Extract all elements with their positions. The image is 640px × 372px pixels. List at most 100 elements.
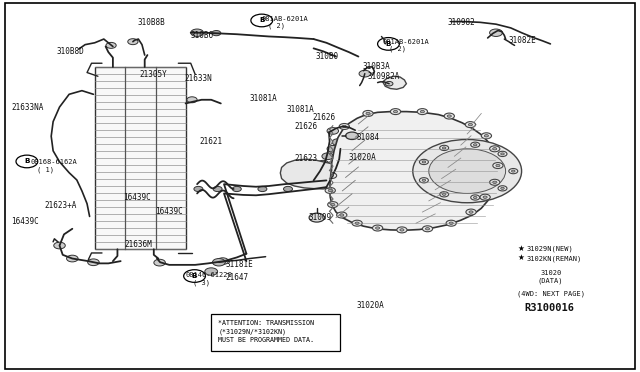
Circle shape xyxy=(359,70,371,77)
Circle shape xyxy=(480,194,490,200)
Circle shape xyxy=(88,259,99,266)
Circle shape xyxy=(444,113,454,119)
Polygon shape xyxy=(280,159,332,189)
Text: 31020A: 31020A xyxy=(349,153,376,162)
Text: 310B0: 310B0 xyxy=(316,52,339,61)
Circle shape xyxy=(496,164,500,167)
Text: 310B8B: 310B8B xyxy=(138,18,165,27)
Circle shape xyxy=(500,153,504,155)
Text: B: B xyxy=(386,41,391,47)
Circle shape xyxy=(422,179,426,181)
Circle shape xyxy=(191,29,204,36)
Circle shape xyxy=(466,209,476,215)
Text: 21647: 21647 xyxy=(225,273,248,282)
Circle shape xyxy=(442,147,446,149)
Circle shape xyxy=(328,202,338,208)
Text: ( 2): ( 2) xyxy=(268,23,285,29)
Circle shape xyxy=(493,181,497,183)
Circle shape xyxy=(184,270,205,282)
Circle shape xyxy=(481,133,492,139)
Text: 16439C: 16439C xyxy=(123,193,150,202)
Circle shape xyxy=(213,186,222,192)
Circle shape xyxy=(337,212,347,218)
Circle shape xyxy=(413,140,522,203)
Circle shape xyxy=(54,242,65,249)
Text: ★: ★ xyxy=(518,244,524,253)
Text: 16439C: 16439C xyxy=(12,217,39,226)
Circle shape xyxy=(372,225,383,231)
Text: ( 1): ( 1) xyxy=(37,166,54,173)
Text: 31181E: 31181E xyxy=(225,260,253,269)
Circle shape xyxy=(429,149,506,193)
Circle shape xyxy=(509,169,518,174)
Circle shape xyxy=(325,187,335,193)
Circle shape xyxy=(342,125,346,128)
Circle shape xyxy=(355,222,359,224)
Circle shape xyxy=(465,122,476,128)
Circle shape xyxy=(322,153,333,160)
Circle shape xyxy=(474,144,477,146)
Text: (DATA): (DATA) xyxy=(538,278,563,284)
Circle shape xyxy=(67,255,78,262)
Text: 31081A: 31081A xyxy=(287,105,314,114)
Circle shape xyxy=(352,220,362,226)
Text: 081AB-6201A: 081AB-6201A xyxy=(261,16,308,22)
Circle shape xyxy=(500,187,504,189)
Polygon shape xyxy=(383,76,406,89)
Circle shape xyxy=(471,142,480,147)
Text: ★: ★ xyxy=(518,253,524,262)
Text: 31081A: 31081A xyxy=(250,94,277,103)
Circle shape xyxy=(330,174,333,177)
Text: 21305Y: 21305Y xyxy=(140,70,167,79)
Circle shape xyxy=(366,112,370,115)
Text: 31084: 31084 xyxy=(356,133,380,142)
Circle shape xyxy=(394,110,397,113)
Polygon shape xyxy=(330,112,498,230)
Text: 31020A: 31020A xyxy=(356,301,384,310)
Text: 31020: 31020 xyxy=(541,270,562,276)
Circle shape xyxy=(284,186,292,192)
Text: 21621: 21621 xyxy=(200,137,223,146)
Circle shape xyxy=(446,220,456,226)
Text: 31009: 31009 xyxy=(308,213,332,222)
Circle shape xyxy=(326,173,337,179)
Text: 310B6: 310B6 xyxy=(191,31,214,40)
Circle shape xyxy=(484,135,488,137)
Text: ( 3): ( 3) xyxy=(193,279,211,286)
Circle shape xyxy=(327,128,339,134)
Circle shape xyxy=(205,268,218,275)
Circle shape xyxy=(422,226,433,232)
Circle shape xyxy=(469,211,473,213)
Circle shape xyxy=(16,155,38,168)
Text: 21623: 21623 xyxy=(294,154,317,163)
Circle shape xyxy=(442,193,446,195)
Circle shape xyxy=(474,196,477,199)
Text: 21626: 21626 xyxy=(294,122,317,131)
Circle shape xyxy=(422,161,426,163)
Circle shape xyxy=(232,186,241,192)
Text: B: B xyxy=(24,158,29,164)
Circle shape xyxy=(483,196,487,198)
Text: 08168-6162A: 08168-6162A xyxy=(31,159,77,165)
Circle shape xyxy=(400,229,404,231)
Text: 310982: 310982 xyxy=(448,18,476,27)
Circle shape xyxy=(490,146,500,152)
Circle shape xyxy=(212,31,221,36)
Circle shape xyxy=(385,81,393,86)
Circle shape xyxy=(468,124,472,126)
Text: B: B xyxy=(192,273,197,279)
Text: 21636M: 21636M xyxy=(125,240,152,249)
Text: 21633NA: 21633NA xyxy=(12,103,44,112)
Circle shape xyxy=(449,222,453,224)
Circle shape xyxy=(154,259,165,266)
Circle shape xyxy=(493,148,497,150)
Circle shape xyxy=(317,160,329,167)
Circle shape xyxy=(128,39,138,45)
FancyBboxPatch shape xyxy=(211,314,340,351)
Circle shape xyxy=(511,170,515,172)
Circle shape xyxy=(376,227,380,229)
Circle shape xyxy=(471,195,480,200)
Circle shape xyxy=(493,163,503,169)
Text: 31029N(NEW): 31029N(NEW) xyxy=(527,246,573,253)
Circle shape xyxy=(217,258,228,264)
